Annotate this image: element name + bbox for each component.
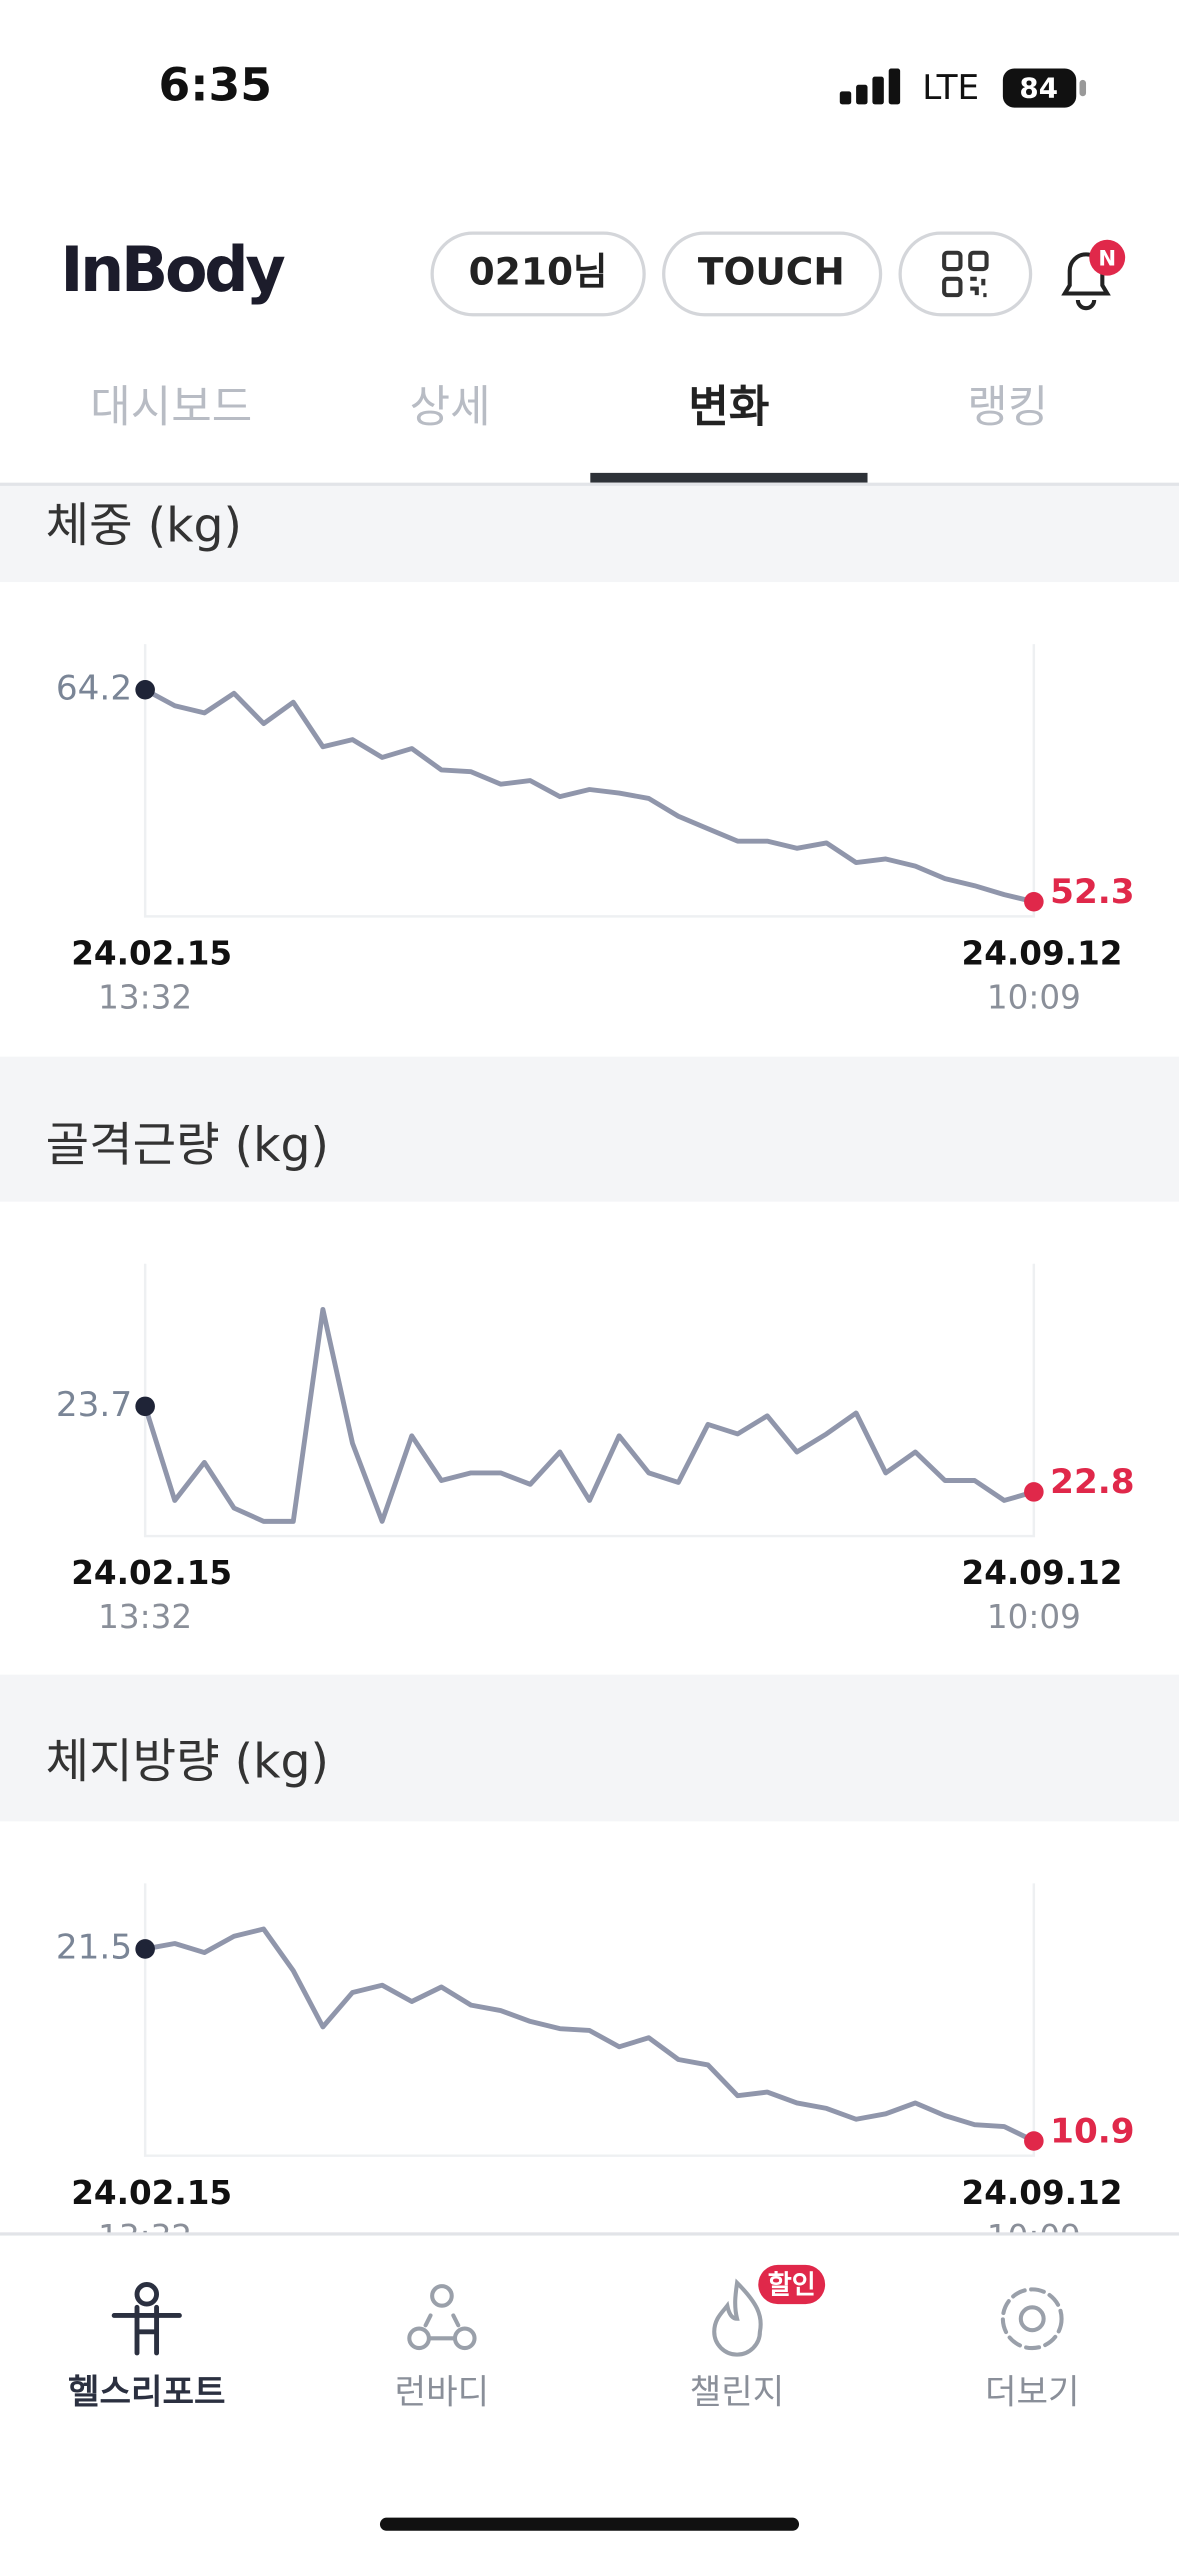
notification-dot — [1089, 239, 1126, 276]
qr-icon — [942, 250, 989, 298]
start-time: 13:32 — [98, 979, 192, 1017]
tab-indicator — [590, 472, 868, 483]
logo[interactable]: InBody — [60, 233, 288, 306]
start-value: 23.7 — [56, 1385, 132, 1425]
section-title: 골격근량 (kg) — [46, 1118, 329, 1173]
section-header — [0, 1056, 1179, 1202]
start-date: 24.02.15 — [71, 935, 232, 973]
chart-card — [0, 1201, 1179, 1675]
end-time: 10:09 — [987, 979, 1081, 1017]
battery-body — [1002, 68, 1077, 108]
signal-icon — [839, 68, 901, 105]
touch-pill[interactable] — [662, 231, 883, 317]
icon-health — [111, 2282, 182, 2356]
nav-badge: 할인 — [768, 2271, 816, 2301]
user-pill[interactable] — [430, 231, 646, 317]
status-time: 6:35 — [159, 59, 273, 112]
home-indicator — [379, 2517, 800, 2531]
end-value: 10.9 — [1050, 2111, 1134, 2151]
end-date: 24.09.12 — [962, 1554, 1123, 1592]
start-point — [135, 1396, 155, 1417]
tab[interactable]: 대시보드 — [90, 381, 252, 432]
tab[interactable]: 상세 — [410, 381, 491, 432]
end-point — [1024, 2131, 1044, 2151]
user-name[interactable]: 0210님 — [469, 249, 608, 293]
nav-label[interactable]: 헬스리포트 — [68, 2372, 225, 2412]
end-time: 10:09 — [987, 1598, 1081, 1636]
end-value: 22.8 — [1050, 1462, 1134, 1502]
nav-label[interactable]: 런바디 — [395, 2372, 490, 2412]
nav-icons — [111, 2278, 1064, 2357]
icon-runbody — [407, 2284, 477, 2351]
icon-challenge — [712, 2278, 763, 2357]
battery-level: 84 — [1019, 72, 1058, 105]
notification-badge: N — [1098, 245, 1116, 270]
trend-line — [143, 687, 1035, 905]
touch-button[interactable]: TOUCH — [698, 249, 845, 293]
start-date: 24.02.15 — [71, 1554, 232, 1592]
end-value: 52.3 — [1050, 872, 1134, 912]
end-point — [1024, 891, 1044, 912]
trend-line — [142, 1306, 1035, 1524]
tab[interactable]: 변화 — [688, 381, 769, 432]
nav-labels: 헬스리포트 런바디 챌린지 더보기 — [68, 2372, 1079, 2412]
nav-label[interactable]: 챌린지 — [690, 2372, 785, 2412]
plot-frame — [143, 644, 1036, 918]
trend-line — [144, 1926, 1035, 2144]
nav-label[interactable]: 더보기 — [985, 2372, 1080, 2412]
content: 체중 (kg) 64.2 52.3 24.02.15 13:32 24.09.12 10:0… — [0, 485, 1179, 2295]
start-point — [135, 679, 155, 700]
start-date: 24.02.15 — [71, 2174, 232, 2212]
tab[interactable]: 랭킹 — [967, 381, 1048, 432]
qr-button[interactable] — [898, 231, 1033, 317]
section-header — [0, 1674, 1179, 1822]
start-value: 21.5 — [56, 1927, 132, 1967]
chart-card — [0, 1821, 1179, 2295]
end-point — [1024, 1482, 1044, 1502]
plot-frame — [143, 1883, 1036, 2157]
section-title: 체중 (kg) — [46, 498, 242, 553]
chart-card — [0, 582, 1179, 1056]
tab-divider — [0, 482, 1179, 486]
start-time: 13:32 — [98, 1598, 192, 1636]
tabs: 대시보드 상세 변화 랭킹 — [90, 381, 1048, 432]
section-title: 체지방량 (kg) — [46, 1734, 329, 1789]
start-point — [135, 1939, 155, 1959]
battery-nub — [1079, 79, 1087, 97]
network: LTE — [922, 68, 979, 108]
nav-badge-bg — [758, 2264, 826, 2305]
end-date: 24.09.12 — [962, 935, 1123, 973]
bottom-nav — [0, 2233, 1179, 2556]
nav-divider — [0, 2232, 1179, 2236]
end-date: 24.09.12 — [962, 2174, 1123, 2212]
start-value: 64.2 — [56, 668, 132, 708]
section-header — [0, 485, 1179, 583]
icon-more — [1000, 2287, 1064, 2351]
